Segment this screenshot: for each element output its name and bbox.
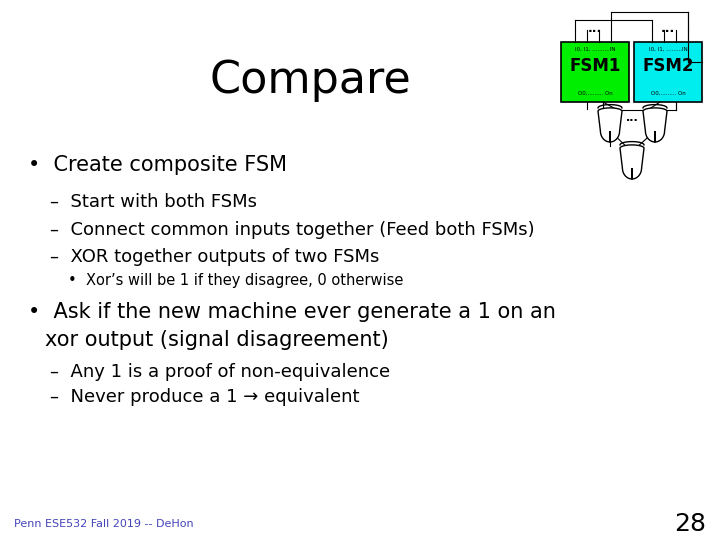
Text: –  Any 1 is a proof of non-equivalence: – Any 1 is a proof of non-equivalence <box>50 363 390 381</box>
Polygon shape <box>598 108 622 142</box>
Text: Compare: Compare <box>209 58 411 102</box>
Text: O0,......... On: O0,......... On <box>651 91 685 96</box>
Text: •  Create composite FSM: • Create composite FSM <box>28 155 287 175</box>
Text: ...: ... <box>661 22 675 35</box>
FancyBboxPatch shape <box>561 42 629 102</box>
Text: I0, I1, .........IN: I0, I1, .........IN <box>649 46 688 51</box>
Text: Penn ESE532 Fall 2019 -- DeHon: Penn ESE532 Fall 2019 -- DeHon <box>14 519 194 529</box>
Text: –  XOR together outputs of two FSMs: – XOR together outputs of two FSMs <box>50 248 379 266</box>
Text: ...: ... <box>626 113 639 123</box>
Text: I0, I1, ..........IN: I0, I1, ..........IN <box>575 46 616 51</box>
Text: O0,......... On: O0,......... On <box>577 91 613 96</box>
Text: •  Ask if the new machine ever generate a 1 on an: • Ask if the new machine ever generate a… <box>28 302 556 322</box>
Text: •  Xor’s will be 1 if they disagree, 0 otherwise: • Xor’s will be 1 if they disagree, 0 ot… <box>68 273 403 287</box>
Text: FSM1: FSM1 <box>570 57 621 75</box>
Text: ...: ... <box>588 22 602 35</box>
Polygon shape <box>643 108 667 142</box>
Text: FSM2: FSM2 <box>642 57 694 75</box>
FancyBboxPatch shape <box>634 42 702 102</box>
Polygon shape <box>620 145 644 179</box>
Text: –  Start with both FSMs: – Start with both FSMs <box>50 193 257 211</box>
Text: xor output (signal disagreement): xor output (signal disagreement) <box>45 330 389 350</box>
Text: –  Never produce a 1 → equivalent: – Never produce a 1 → equivalent <box>50 388 359 406</box>
Text: 28: 28 <box>674 512 706 536</box>
Text: –  Connect common inputs together (Feed both FSMs): – Connect common inputs together (Feed b… <box>50 221 535 239</box>
